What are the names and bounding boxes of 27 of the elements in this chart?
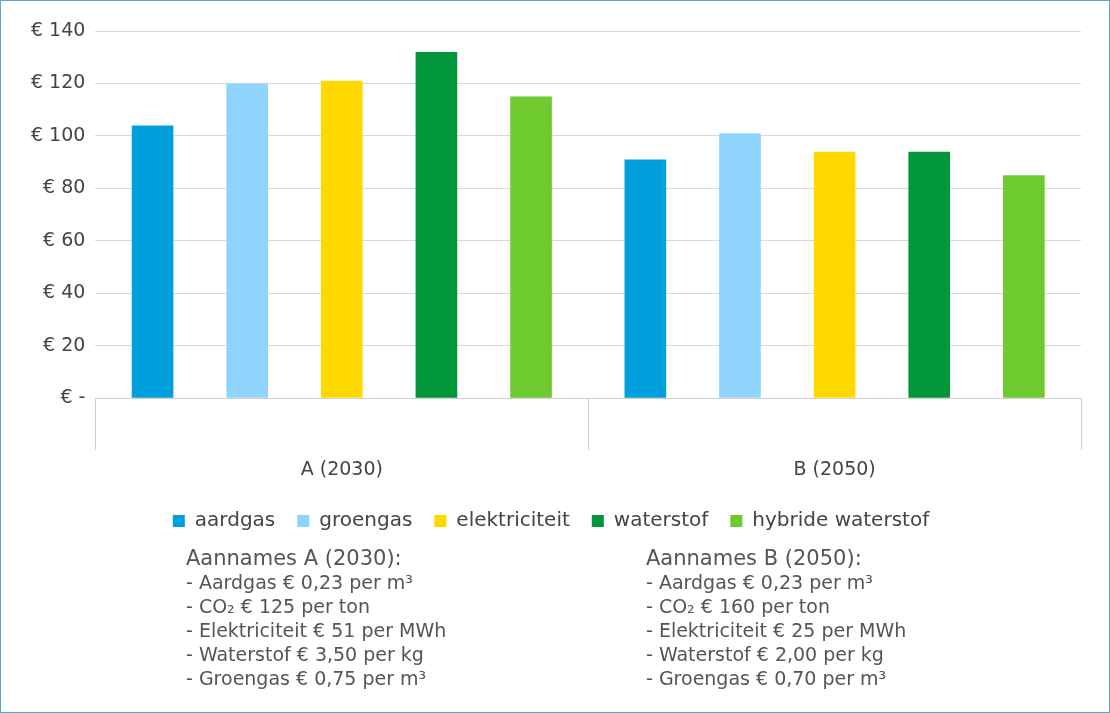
bar (624, 159, 667, 398)
bar (131, 125, 174, 398)
y-tick-label: € 80 (43, 175, 86, 198)
y-tick-label: € 60 (43, 227, 86, 250)
y-tick-label: € 140 (30, 17, 86, 40)
text: Aannames A (2030): - Aardgas € 0,23 per m³ - CO₂ € 125 per ton - Elektriciteit € 51 per MWh - Waterstof € 3,50 per kg - Groengas € 0,75 per m³ (186, 546, 447, 690)
legend-label: groengas (319, 507, 413, 532)
bar (813, 151, 856, 398)
bar (226, 83, 268, 398)
legend-label: waterstof (613, 507, 710, 532)
bar (908, 151, 951, 398)
y-tick-label: € 120 (30, 70, 86, 93)
y-tick-label: € - (60, 385, 86, 408)
y-tick-label: € 100 (30, 122, 86, 145)
bar (320, 80, 363, 398)
x-tick-label: A (2030) (300, 456, 383, 479)
bar (719, 133, 761, 398)
legend-label: aardgas (194, 507, 276, 532)
bar (415, 51, 458, 398)
legend-label: hybride waterstof (752, 507, 931, 532)
x-tick-label: B (2050) (793, 456, 876, 479)
y-tick-label: € 20 (43, 332, 86, 355)
bar (1003, 175, 1045, 398)
bar (510, 96, 552, 398)
legend-label: elektriciteit (456, 507, 570, 532)
y-tick-label: € 40 (43, 280, 86, 303)
text: Aannames B (2050): - Aardgas € 0,23 per m³ - CO₂ € 160 per ton - Elektriciteit € 25 per MWh - Waterstof € 2,00 per kg - Groengas € 0,70 per m³ (646, 546, 907, 690)
